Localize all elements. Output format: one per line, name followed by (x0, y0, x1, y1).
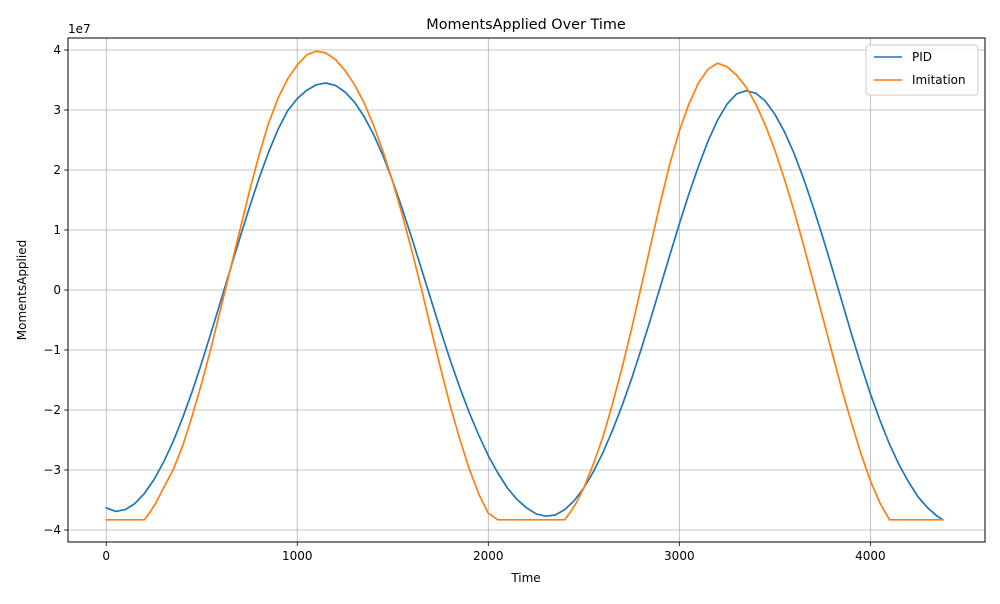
x-tick-label: 3000 (664, 549, 695, 563)
legend: PID Imitation (865, 44, 979, 96)
x-axis-label: Time (510, 571, 540, 585)
series-lines (105, 50, 944, 521)
y-tick-label: 1 (53, 223, 61, 237)
x-tick-label: 1000 (282, 549, 313, 563)
legend-label-imitation: Imitation (912, 73, 966, 87)
x-tick-label: 2000 (473, 549, 504, 563)
x-tick-label: 4000 (855, 549, 886, 563)
y-tick-label: −2 (43, 403, 61, 417)
grid-lines (68, 38, 985, 542)
y-tick-label: −4 (43, 523, 61, 537)
y-tick-label: 3 (53, 103, 61, 117)
y-tick-label: 4 (53, 43, 61, 57)
x-tick-label: 0 (102, 549, 110, 563)
legend-label-pid: PID (912, 50, 932, 64)
y-tick-label: 2 (53, 163, 61, 177)
y-tick-label: 0 (53, 283, 61, 297)
series-line-pid (105, 82, 944, 521)
y-tick-label: −3 (43, 463, 61, 477)
y-axis-label: MomentsApplied (15, 240, 29, 340)
series-line-imitation (105, 50, 944, 521)
y-tick-label: −1 (43, 343, 61, 357)
y-axis-offset-label: 1e7 (68, 22, 91, 36)
chart-title: MomentsApplied Over Time (426, 17, 626, 33)
axis-ticks: 0 1000 2000 3000 4000 −4 −3 −2 −1 0 1 2 3 4 (43, 43, 885, 563)
